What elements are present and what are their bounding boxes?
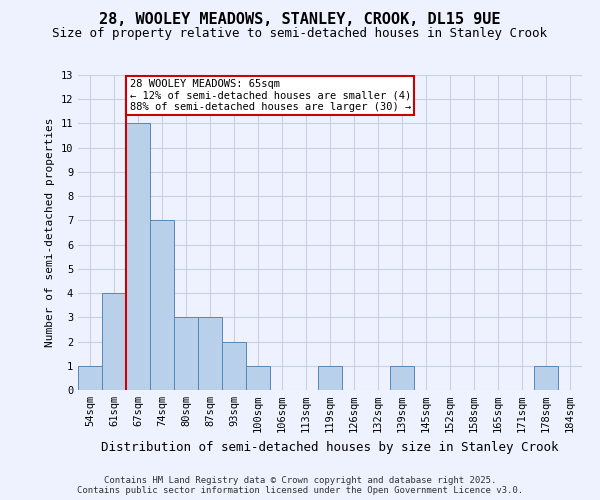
Bar: [246, 366, 270, 390]
Bar: [534, 366, 558, 390]
Bar: [78, 366, 102, 390]
Bar: [150, 220, 174, 390]
Bar: [102, 293, 126, 390]
Bar: [390, 366, 414, 390]
Bar: [318, 366, 342, 390]
Bar: [222, 342, 246, 390]
Bar: [174, 318, 198, 390]
Bar: [126, 124, 150, 390]
Y-axis label: Number of semi-detached properties: Number of semi-detached properties: [45, 118, 55, 347]
X-axis label: Distribution of semi-detached houses by size in Stanley Crook: Distribution of semi-detached houses by …: [101, 440, 559, 454]
Text: 28, WOOLEY MEADOWS, STANLEY, CROOK, DL15 9UE: 28, WOOLEY MEADOWS, STANLEY, CROOK, DL15…: [99, 12, 501, 28]
Bar: [198, 318, 222, 390]
Text: Size of property relative to semi-detached houses in Stanley Crook: Size of property relative to semi-detach…: [53, 28, 548, 40]
Text: Contains HM Land Registry data © Crown copyright and database right 2025.
Contai: Contains HM Land Registry data © Crown c…: [77, 476, 523, 495]
Text: 28 WOOLEY MEADOWS: 65sqm
← 12% of semi-detached houses are smaller (4)
88% of se: 28 WOOLEY MEADOWS: 65sqm ← 12% of semi-d…: [130, 78, 411, 112]
